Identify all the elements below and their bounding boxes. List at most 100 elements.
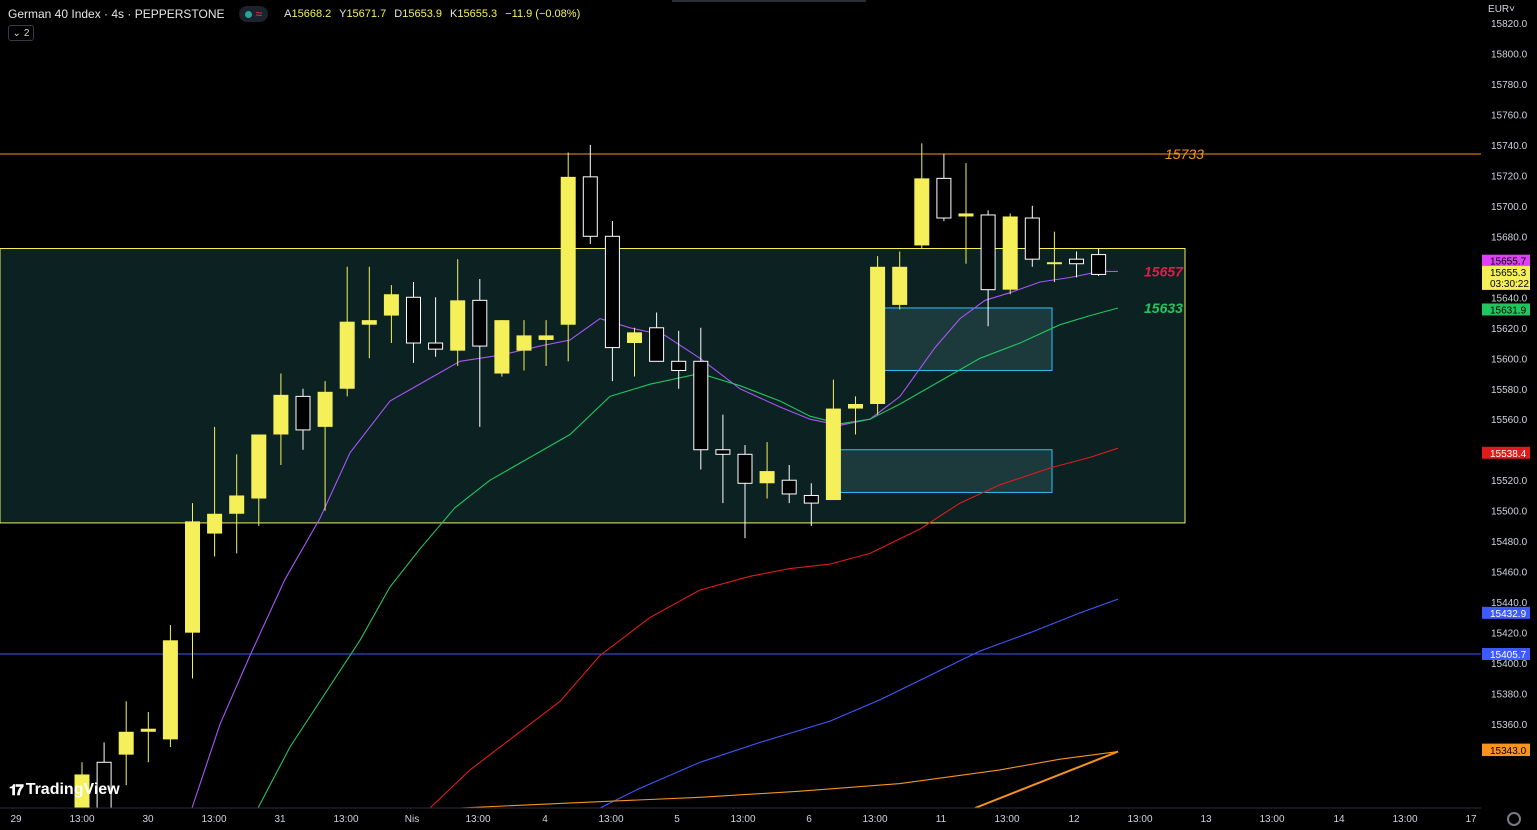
price-tick-label: 15620.0 (1491, 324, 1528, 335)
candle-body-bull[interactable] (759, 471, 775, 484)
candle-body-bull[interactable] (383, 294, 399, 316)
price-tick-label: 15800.0 (1491, 49, 1528, 60)
candle-body-bear[interactable] (671, 360, 687, 371)
candle-body-bear[interactable] (406, 296, 421, 344)
candle-body-bear[interactable] (1091, 254, 1107, 275)
currency-label: EUR (1488, 4, 1510, 15)
candle-body-bear[interactable] (649, 327, 665, 362)
time-tick-label: 13:00 (1259, 814, 1284, 825)
price-tick-label: 15500.0 (1491, 507, 1528, 518)
value-labels-layer: 15733 15657 15633 (1144, 146, 1204, 316)
candle-body-bear[interactable] (1024, 217, 1040, 260)
candle-body-bull[interactable] (339, 321, 355, 389)
price-tag-label: 15343.0 (1490, 746, 1527, 757)
candle-body-bear[interactable] (96, 761, 112, 808)
price-tick-label: 15700.0 (1491, 202, 1528, 213)
price-axis-bg (1481, 0, 1537, 830)
zone-box[interactable] (875, 307, 1053, 371)
price-tick-label: 15580.0 (1491, 385, 1528, 396)
candle-body-bull[interactable] (140, 728, 156, 732)
price-tick-label: 15600.0 (1491, 354, 1528, 365)
time-axis: 29 13:00 30 13:00 31 13:00 Nis 13:00 4 13:00 5 13:0… (0, 807, 1537, 830)
candle-body-bull[interactable] (848, 404, 863, 409)
top-scroll-handle[interactable] (672, 0, 866, 2)
candle-body-bull[interactable] (958, 213, 974, 217)
candle-body-bull[interactable] (627, 332, 642, 344)
price-tag-label: 15538.4 (1490, 449, 1527, 460)
candle-body-bull[interactable] (516, 335, 532, 351)
candle-body-bear[interactable] (936, 177, 952, 219)
candle-body-bear[interactable] (295, 395, 311, 431)
tradingview-logo: 𝟏𝟕 TradingView (9, 781, 120, 799)
chevron-down-icon: ⌄ (12, 27, 21, 39)
time-tick-label: 13:00 (1392, 814, 1417, 825)
candle-body-bull[interactable] (273, 394, 289, 435)
candle-body-bull[interactable] (560, 176, 576, 325)
time-tick-label: 13:00 (994, 814, 1019, 825)
candle-body-bull[interactable] (361, 320, 377, 325)
candle-body-bear[interactable] (582, 176, 598, 237)
candle-body-bear[interactable] (1069, 258, 1084, 265)
indicators-toggle-button[interactable]: ⌄ 2 (8, 25, 34, 41)
candle-body-bull[interactable] (229, 495, 245, 514)
candle-body-bear[interactable] (803, 494, 819, 504)
moving-average-line (191, 270, 1118, 808)
price-tick-label: 15820.0 (1491, 19, 1528, 30)
time-tick-label: 30 (142, 814, 154, 825)
candle-body-bear[interactable] (428, 342, 444, 350)
candle-body-bull[interactable] (870, 266, 886, 404)
time-tick-label: 5 (674, 814, 680, 825)
candle-body-bear[interactable] (472, 299, 488, 347)
candle-body-bull[interactable] (538, 335, 554, 340)
candle-body-bull[interactable] (207, 513, 223, 534)
candle-body-bull[interactable] (118, 731, 134, 755)
time-tick-label: 14 (1333, 814, 1345, 825)
candle-body-bear[interactable] (737, 453, 753, 484)
ohlc-label-open: A (284, 8, 292, 20)
time-tick-label: 13:00 (730, 814, 755, 825)
price-tag (1482, 303, 1530, 316)
candle-body-bull[interactable] (1046, 262, 1062, 265)
candle-body-bull[interactable] (825, 408, 841, 501)
ohlc-label-low: D (394, 8, 403, 20)
candle-body-bull[interactable] (494, 320, 510, 374)
candle-body-bull[interactable] (74, 774, 90, 808)
price-tag (1482, 254, 1530, 267)
candle-body-bear[interactable] (693, 360, 709, 451)
time-tick-label: 13:00 (1127, 814, 1152, 825)
time-tick-label: 13:00 (333, 814, 358, 825)
price-tag (1482, 606, 1530, 619)
market-status[interactable]: ≈ (238, 6, 269, 22)
candle-body-bull[interactable] (1002, 216, 1018, 290)
candle-body-bull[interactable] (251, 434, 267, 499)
resistance-value-label: 15733 (1165, 146, 1204, 162)
gear-icon[interactable] (1507, 812, 1521, 826)
price-tick-label: 15560.0 (1491, 415, 1528, 426)
moving-average-line (599, 598, 1119, 808)
time-tick-label: 29 (10, 814, 22, 825)
price-tag (1482, 744, 1530, 757)
price-tag (1482, 446, 1530, 459)
candle-body-bull[interactable] (450, 300, 466, 351)
candle-body-bear[interactable] (604, 235, 620, 349)
candle-body-bull[interactable] (162, 640, 178, 740)
symbol-title[interactable]: German 40 Index · 4s · PEPPERSTONE (8, 7, 225, 21)
currency-selector[interactable]: EUR˅ (1488, 4, 1515, 15)
zone-box[interactable] (831, 449, 1053, 493)
candle-body-bear[interactable] (781, 479, 797, 495)
price-tick-label: 15440.0 (1491, 598, 1528, 609)
moving-average-line (459, 751, 1119, 808)
candle-body-bull[interactable] (185, 521, 200, 633)
trend-line[interactable] (974, 750, 1119, 808)
candle-body-bull[interactable] (914, 178, 930, 246)
candle-body-bear[interactable] (715, 449, 731, 455)
ohlc-readout: A15668.2 Y15671.7 D15653.9 K15655.3 −11.… (284, 8, 585, 20)
price-tag-label: 15432.9 (1490, 609, 1527, 620)
candle-body-bull[interactable] (892, 266, 908, 305)
candle-body-bear[interactable] (980, 214, 996, 291)
time-tick-label: 13:00 (598, 814, 623, 825)
market-open-dot-icon (244, 10, 252, 18)
candle-body-bull[interactable] (317, 391, 333, 427)
